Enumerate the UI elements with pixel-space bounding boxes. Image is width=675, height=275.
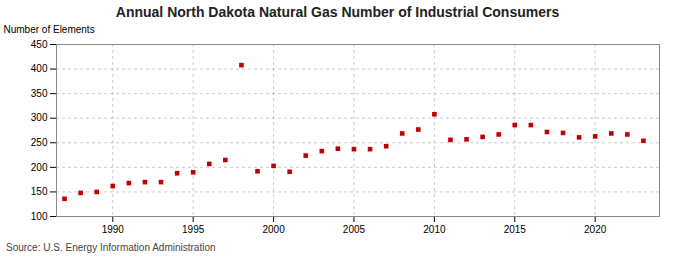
svg-text:200: 200 — [31, 162, 48, 173]
svg-text:2010: 2010 — [423, 224, 446, 235]
html-text:Annual North Dakota Natural Ga: Annual North Dakota Natural Gas Number o… — [115, 4, 560, 20]
svg-text:1990: 1990 — [102, 224, 125, 235]
svg-text:300: 300 — [31, 112, 48, 123]
svg-text:2005: 2005 — [343, 224, 366, 235]
html-text:Source: U.S. Energy Informatio: Source: U.S. Energy Information Administ… — [6, 242, 216, 253]
svg-text:400: 400 — [31, 63, 48, 74]
svg-text:150: 150 — [31, 186, 48, 197]
svg-text:2020: 2020 — [584, 224, 607, 235]
svg-text:1995: 1995 — [182, 224, 205, 235]
svg-text:250: 250 — [31, 137, 48, 148]
svg-text:Number of Elements: Number of Elements — [4, 24, 95, 35]
svg-text:450: 450 — [31, 39, 48, 50]
svg-text:350: 350 — [31, 88, 48, 99]
svg-text:100: 100 — [31, 211, 48, 222]
svg-text:2015: 2015 — [504, 224, 527, 235]
svg-text:2000: 2000 — [262, 224, 285, 235]
